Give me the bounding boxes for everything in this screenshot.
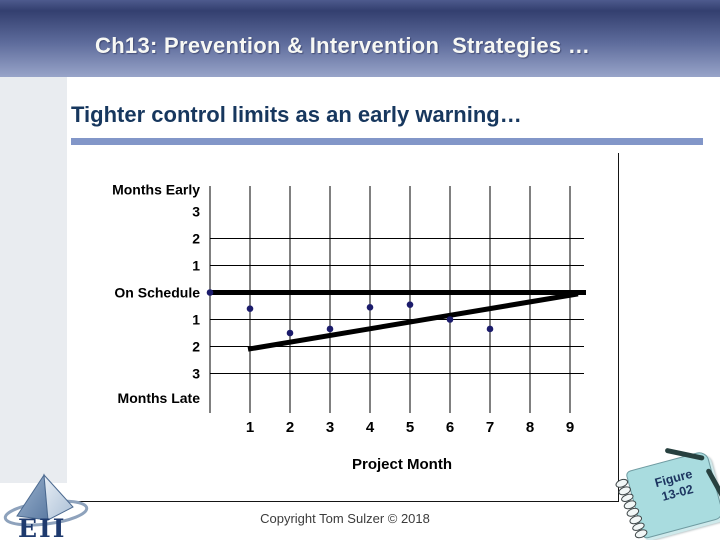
y-axis-label: 1 [192, 312, 200, 328]
eii-logo: EII [2, 472, 90, 540]
y-axis-label: Months Early [112, 181, 200, 197]
x-axis-tick-label: 9 [566, 419, 574, 436]
left-sidebar-panel [0, 77, 67, 483]
y-axis-label: 3 [192, 366, 200, 382]
y-axis-label: 3 [192, 204, 200, 220]
data-point [286, 329, 294, 337]
eii-pyramid-icon: EII [3, 473, 89, 540]
data-point [206, 289, 214, 296]
data-point [246, 305, 254, 312]
x-axis-tick-label: 4 [366, 419, 375, 436]
copyright-text: Copyright Tom Sulzer © 2018 [260, 511, 430, 526]
y-axis-label: 2 [192, 339, 200, 355]
data-point [486, 325, 494, 333]
x-axis-tick-label: 5 [406, 419, 414, 436]
control-chart-panel: Months Early 3 2 1 On Schedule 1 2 3 Months Late… [72, 153, 619, 502]
schedule-control-chart: Months Early 3 2 1 On Schedule 1 2 3 Months Late… [112, 181, 586, 473]
y-axis-label: Months Late [118, 390, 201, 406]
data-point [406, 301, 414, 308]
y-axis-label: 1 [192, 258, 200, 274]
slide-title: Ch13: Prevention & Intervention Strategi… [95, 33, 591, 58]
slide-subtitle: Tighter control limits as an early warni… [71, 102, 522, 127]
figure-notebook-graphic: Figure 13-02 [614, 447, 720, 540]
logo-pyramid-right-face [43, 473, 74, 521]
subtitle-underline-bar [71, 138, 703, 145]
tighter-control-limit-line [247, 291, 579, 352]
y-axis-label: On Schedule [114, 285, 200, 301]
x-axis-tick-label: 8 [526, 419, 534, 436]
x-axis-title: Project Month [352, 456, 452, 473]
y-axis-label: 2 [192, 231, 200, 247]
x-axis-tick-label: 6 [446, 419, 454, 436]
x-axis-tick-label: 1 [246, 419, 254, 436]
x-axis-tick-label: 3 [326, 419, 334, 436]
data-point [446, 316, 454, 323]
x-axis-tick-label: 7 [486, 419, 494, 436]
logo-text: EII [18, 514, 66, 540]
x-axis-tick-label: 2 [286, 419, 294, 436]
data-point [366, 304, 374, 311]
data-point [326, 325, 334, 333]
slide-header-band: Ch13: Prevention & Intervention Strategi… [0, 0, 720, 77]
